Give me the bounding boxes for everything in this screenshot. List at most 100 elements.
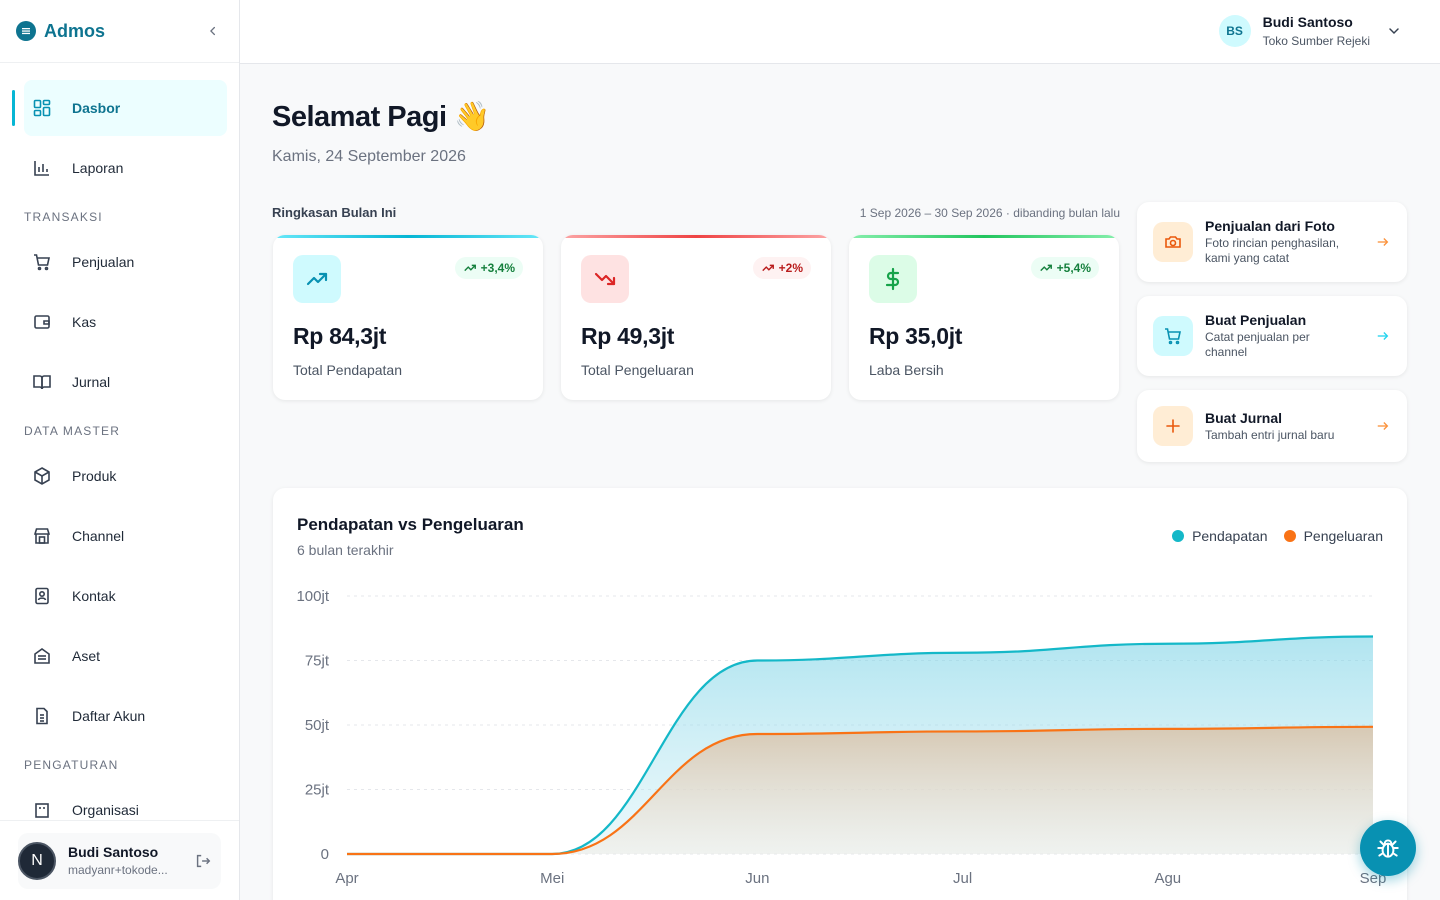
- sidebar-item-label: Penjualan: [72, 254, 135, 270]
- sidebar-item-label: Daftar Akun: [72, 708, 146, 724]
- box-icon: [24, 458, 60, 494]
- quick-action-buat-jurnal[interactable]: Buat Jurnal Tambah entri jurnal baru: [1137, 390, 1407, 462]
- current-date: Kamis, 24 September 2026: [272, 148, 466, 165]
- change-value: +5,4%: [1056, 261, 1091, 275]
- sidebar-nav: Dasbor Laporan TRANSAKSI Penjualan Kas: [0, 64, 239, 820]
- change-badge: +2%: [752, 257, 811, 279]
- summary-date-range: 1 Sep 2026 – 30 Sep 2026 · dibanding bul…: [859, 206, 1120, 220]
- plus-icon: [1153, 406, 1193, 446]
- card-accent-line: [273, 235, 543, 238]
- top-bar: BS Budi Santoso Toko Sumber Rejeki: [240, 0, 1440, 64]
- chevron-left-icon: [210, 26, 216, 36]
- trend-up-small-icon: [463, 264, 476, 272]
- chart-subtitle: 6 bulan terakhir: [297, 542, 394, 558]
- stat-value: Rp 84,3jt: [293, 323, 387, 349]
- section-title: PENGATURAN: [24, 758, 119, 772]
- avatar[interactable]: N: [18, 841, 56, 880]
- brand-header: Admos: [0, 0, 239, 63]
- sidebar-item-daftar-akun[interactable]: Daftar Akun: [24, 688, 227, 744]
- legend-dot: [1172, 530, 1185, 542]
- quick-action-buat-penjualan[interactable]: Buat Penjualan Catat penjualan per chann…: [1137, 296, 1407, 376]
- profile-menu[interactable]: BS Budi Santoso Toko Sumber Rejeki: [1218, 14, 1404, 48]
- legend-item-pendapatan[interactable]: Pendapatan: [1172, 528, 1268, 544]
- x-tick-label: Agu: [1154, 870, 1181, 887]
- sidebar-item-jurnal[interactable]: Jurnal: [24, 354, 227, 410]
- logout-icon[interactable]: [191, 849, 215, 873]
- quick-action-subtitle: Catat penjualan per channel: [1205, 330, 1310, 359]
- trending-down-icon: [581, 255, 629, 303]
- app-name: Admos: [44, 20, 106, 41]
- ledger-icon: [24, 698, 60, 734]
- user-card: N Budi Santoso madyanr+tokode...: [18, 832, 221, 889]
- card-accent-line: [561, 235, 831, 238]
- sidebar-item-label: Produk: [72, 468, 117, 484]
- x-tick-label: Jun: [745, 870, 769, 887]
- user-email: madyanr+tokode...: [68, 863, 168, 877]
- quick-action-title: Buat Penjualan: [1205, 312, 1307, 328]
- y-tick-label: 0: [321, 846, 329, 863]
- sidebar-item-aset[interactable]: Aset: [24, 628, 227, 684]
- sidebar-item-organisasi[interactable]: Organisasi: [24, 782, 227, 820]
- quick-action-subtitle: Tambah entri jurnal baru: [1205, 427, 1335, 442]
- debug-fab-button[interactable]: [1360, 820, 1416, 876]
- stat-label: Total Pengeluaran: [581, 362, 694, 378]
- legend-label: Pengeluaran: [1303, 528, 1383, 544]
- sidebar-item-label: Kas: [72, 314, 97, 330]
- quick-action-subtitle: Foto rincian penghasilan, kami yang cata…: [1205, 236, 1340, 265]
- area-pengeluaran: [347, 726, 1373, 854]
- stat-card-pengeluaran[interactable]: +2% Rp 49,3jt Total Pengeluaran: [561, 235, 831, 400]
- chevron-down-icon[interactable]: [1384, 21, 1404, 41]
- bar-chart-icon: [24, 150, 60, 186]
- x-tick-label: Jul: [953, 870, 972, 887]
- y-tick-label: 100jt: [296, 588, 329, 605]
- sidebar-item-penjualan[interactable]: Penjualan: [24, 234, 227, 290]
- sidebar-item-channel[interactable]: Channel: [24, 508, 227, 564]
- quick-action-penjualan-foto[interactable]: Penjualan dari Foto Foto rincian penghas…: [1137, 202, 1407, 282]
- book-icon: [24, 364, 60, 400]
- bug-icon: [1377, 839, 1399, 858]
- quick-action-title: Penjualan dari Foto: [1205, 218, 1335, 234]
- stat-label: Laba Bersih: [869, 362, 944, 378]
- sidebar-user-footer: N Budi Santoso madyanr+tokode...: [0, 820, 239, 900]
- change-value: +3,4%: [480, 261, 515, 275]
- sidebar-item-label: Organisasi: [72, 802, 139, 818]
- page-title: Selamat Pagi 👋: [272, 101, 490, 133]
- sidebar-item-laporan[interactable]: Laporan: [24, 140, 227, 196]
- legend-label: Pendapatan: [1192, 528, 1268, 544]
- sidebar-item-label: Aset: [72, 648, 101, 664]
- quick-action-title: Buat Jurnal: [1205, 409, 1283, 426]
- cart-icon: [24, 244, 60, 280]
- sidebar-item-produk[interactable]: Produk: [24, 448, 227, 504]
- section-title: TRANSAKSI: [24, 210, 103, 224]
- line-pengeluaran: [347, 725, 1374, 856]
- sidebar-item-kontak[interactable]: Kontak: [24, 568, 227, 624]
- store-icon: [24, 518, 60, 554]
- legend-item-pengeluaran[interactable]: Pengeluaran: [1283, 528, 1383, 544]
- legend-dot: [1283, 530, 1296, 542]
- active-indicator: [12, 90, 15, 126]
- cart-icon: [1153, 316, 1193, 356]
- sidebar: Admos Dasbor Laporan TRANSAKSI Penjualan: [0, 0, 240, 900]
- profile-store: Toko Sumber Rejeki: [1262, 34, 1370, 48]
- card-accent-line: [849, 235, 1119, 238]
- profile-name: Budi Santoso: [1262, 14, 1353, 30]
- chart-title: Pendapatan vs Pengeluaran: [297, 515, 524, 534]
- sidebar-item-label: Laporan: [72, 160, 124, 176]
- chart-legend: Pendapatan Pengeluaran: [1156, 528, 1383, 544]
- sidebar-item-dasbor[interactable]: Dasbor: [12, 80, 227, 136]
- dashboard-icon: [24, 90, 60, 126]
- user-name: Budi Santoso: [68, 844, 159, 860]
- stat-card-laba[interactable]: +5,4% Rp 35,0jt Laba Bersih: [849, 235, 1119, 400]
- sidebar-item-kas[interactable]: Kas: [24, 294, 227, 350]
- stat-card-pendapatan[interactable]: +3,4% Rp 84,3jt Total Pendapatan: [273, 235, 543, 400]
- avatar: BS: [1218, 15, 1251, 47]
- y-tick-label: 25jt: [305, 782, 330, 799]
- menu-logo-icon: [16, 21, 36, 41]
- change-value: +2%: [778, 261, 803, 275]
- collapse-sidebar-button[interactable]: [203, 21, 223, 41]
- stat-value: Rp 49,3jt: [581, 323, 675, 349]
- trend-up-small-icon: [761, 264, 774, 272]
- contact-icon: [24, 578, 60, 614]
- x-tick-label: Mei: [540, 870, 564, 887]
